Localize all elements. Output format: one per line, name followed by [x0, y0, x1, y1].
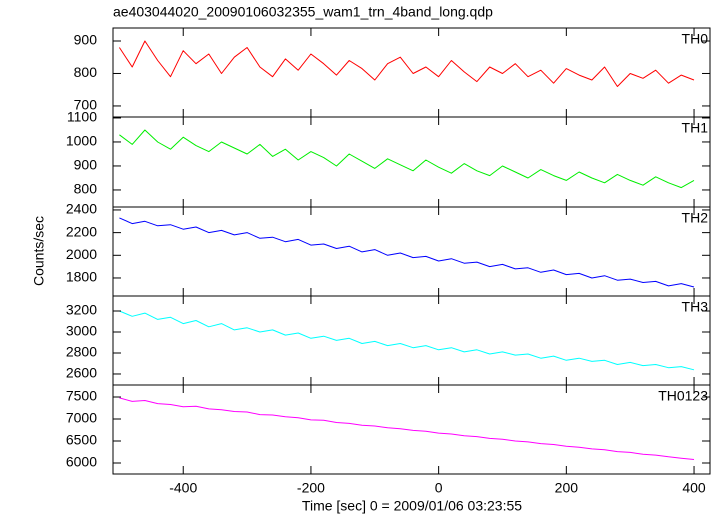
- y-tick-label: 7500: [66, 388, 97, 404]
- y-tick-label: 1000: [66, 133, 97, 149]
- y-tick-label: 3200: [66, 302, 97, 318]
- panel-frame: [112, 295, 711, 386]
- y-tick-label: 2200: [66, 223, 97, 239]
- x-tick-label: -200: [297, 480, 325, 496]
- panel-frame: [112, 27, 711, 118]
- data-line: [118, 40, 695, 87]
- y-tick-label: 3000: [66, 323, 97, 339]
- y-tick-label: 2000: [66, 246, 97, 262]
- panel-label: TH0123: [658, 388, 708, 404]
- y-tick-label: 2400: [66, 201, 97, 217]
- x-tick-label: -400: [169, 480, 197, 496]
- y-tick-label: 6000: [66, 454, 97, 470]
- y-tick-label: 1100: [67, 109, 97, 125]
- y-tick-label: 6500: [66, 432, 97, 448]
- chart-title: ae403044020_20090106032355_wam1_trn_4ban…: [113, 4, 493, 20]
- panel-frame: [112, 384, 711, 475]
- x-tick-label: 400: [682, 480, 706, 496]
- y-tick-label: 800: [74, 181, 98, 197]
- panel-label: TH3: [682, 299, 709, 315]
- panel-label: TH0: [682, 31, 709, 47]
- y-tick-label: 800: [74, 64, 98, 80]
- y-tick-label: 900: [74, 32, 98, 48]
- y-axis-label: Counts/sec: [31, 216, 47, 286]
- panel-label: TH1: [682, 120, 709, 136]
- x-tick-label: 200: [555, 480, 579, 496]
- x-axis-label: Time [sec] 0 = 2009/01/06 03:23:55: [302, 498, 522, 514]
- x-tick-label: 0: [435, 480, 443, 496]
- data-line: [119, 310, 695, 371]
- y-tick-label: 700: [74, 97, 98, 113]
- y-tick-label: 7000: [66, 410, 97, 426]
- panel-frame: [112, 206, 711, 297]
- panel-frame: [112, 116, 711, 208]
- y-tick-label: 900: [74, 157, 98, 173]
- y-tick-label: 1800: [66, 269, 97, 285]
- data-line: [119, 397, 695, 460]
- y-tick-label: 2600: [66, 365, 97, 381]
- panel-label: TH2: [682, 210, 709, 226]
- y-tick-label: 2800: [66, 344, 97, 360]
- data-line: [119, 129, 695, 189]
- data-line: [119, 217, 695, 288]
